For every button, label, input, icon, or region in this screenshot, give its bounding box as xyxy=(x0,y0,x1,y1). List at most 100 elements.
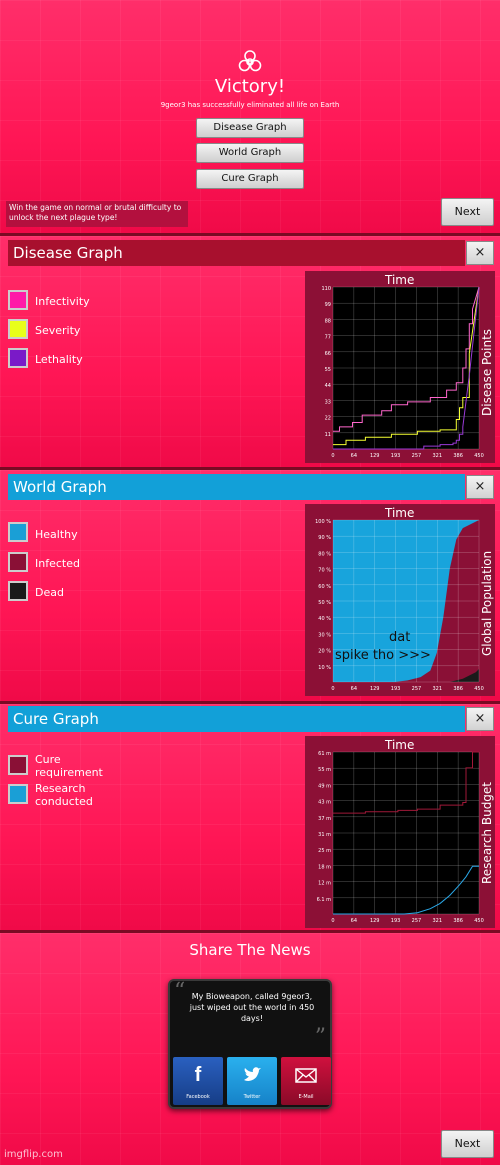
y-tick-label: 6.1 m xyxy=(317,897,332,903)
unlock-message: Win the game on normal or brutal difficu… xyxy=(6,201,188,227)
share-title: Share The News xyxy=(189,941,311,959)
y-tick-label: 30 % xyxy=(318,632,331,638)
close-button[interactable]: × xyxy=(466,707,494,731)
envelope-icon xyxy=(295,1068,317,1087)
world-graph-button[interactable]: World Graph xyxy=(196,143,304,163)
open-quote-icon: “ xyxy=(174,979,186,1004)
facebook-label: Facebook xyxy=(186,1094,210,1100)
legend-label-cure-requirement: Cure requirement xyxy=(35,753,103,779)
y-tick-label: 18 m xyxy=(318,864,331,870)
x-tick-label: 129 xyxy=(370,686,380,692)
victory-panel: Victory! 9geor3 has successfully elimina… xyxy=(0,0,500,233)
y-tick-label: 43 m xyxy=(318,800,331,806)
y-tick-label: 88 xyxy=(325,318,331,324)
biohazard-icon xyxy=(237,50,263,74)
x-tick-label: 386 xyxy=(453,686,463,692)
close-button[interactable]: × xyxy=(466,475,494,499)
twitter-button[interactable]: Twitter xyxy=(227,1057,277,1105)
x-tick-label: 321 xyxy=(433,918,443,924)
chart-title: Time xyxy=(385,273,415,287)
cure-requirement-swatch xyxy=(8,755,28,775)
disease-graph-title: Disease Graph xyxy=(8,240,465,266)
x-tick-label: 386 xyxy=(453,918,463,924)
series-line-lethality xyxy=(333,286,480,450)
legend-label-infectivity: Infectivity xyxy=(35,295,90,308)
chart-title: Time xyxy=(385,506,415,520)
world-chart-box: Time 100 % 90 % 80 % 70 % 60 % 50 % 40 % 30 % 20… xyxy=(305,504,495,696)
series-line-severity xyxy=(333,286,480,446)
cure-graph-button[interactable]: Cure Graph xyxy=(196,169,304,189)
y-axis-title: Disease Points xyxy=(480,328,494,416)
y-tick-label: 77 xyxy=(325,335,331,341)
x-tick-label: 64 xyxy=(351,918,357,924)
divider xyxy=(0,701,500,704)
disease-graph-panel: Disease Graph × Infectivity Severity Let… xyxy=(0,236,500,467)
y-tick-label: 49 m xyxy=(318,783,331,789)
share-card: “ My Bioweapon, called 9geor3, just wipe… xyxy=(168,979,332,1109)
legend-label-dead: Dead xyxy=(35,586,64,599)
divider xyxy=(0,233,500,236)
facebook-button[interactable]: f Facebook xyxy=(173,1057,223,1105)
dead-swatch xyxy=(8,581,28,601)
severity-swatch xyxy=(8,319,28,339)
legend-label-infected: Infected xyxy=(35,557,80,570)
y-tick-label: 55 xyxy=(325,367,331,373)
y-tick-label: 25 m xyxy=(318,848,331,854)
twitter-label: Twitter xyxy=(243,1094,261,1100)
y-tick-label: 61 m xyxy=(318,751,331,757)
legend-label-research-conducted: Research conducted xyxy=(35,782,93,808)
x-tick-label: 450 xyxy=(474,686,484,692)
annotation-line-1: dat xyxy=(389,630,411,645)
legend-label-healthy: Healthy xyxy=(35,528,78,541)
infectivity-swatch xyxy=(8,290,28,310)
close-button[interactable]: × xyxy=(466,241,494,265)
y-tick-label: 55 m xyxy=(318,767,331,773)
y-tick-label: 20 % xyxy=(318,649,331,655)
y-tick-label: 10 % xyxy=(318,665,331,671)
y-tick-label: 110 xyxy=(321,286,331,292)
y-tick-label: 44 xyxy=(325,383,331,389)
y-tick-label: 99 xyxy=(325,302,331,308)
x-tick-label: 64 xyxy=(351,686,357,692)
cure-graph-title: Cure Graph xyxy=(8,706,465,732)
series-line-research-conducted xyxy=(333,865,479,915)
x-tick-label: 129 xyxy=(370,453,380,459)
area-dead xyxy=(333,669,479,682)
y-axis-title: Research Budget xyxy=(480,781,494,884)
y-tick-label: 40 % xyxy=(318,616,331,622)
cure-chart-box: Time 61 m 55 m 49 m 43 m 37 m 31 m 25 m 18 m 12 … xyxy=(305,736,495,928)
legend-label-severity: Severity xyxy=(35,324,81,337)
x-tick-label: 64 xyxy=(351,453,357,459)
x-tick-label: 193 xyxy=(391,453,401,459)
x-tick-label: 129 xyxy=(370,918,380,924)
x-tick-label: 450 xyxy=(474,453,484,459)
world-graph-title: World Graph xyxy=(8,474,465,500)
y-tick-label: 100 % xyxy=(315,519,331,525)
y-tick-label: 70 % xyxy=(318,568,331,574)
disease-graph-button[interactable]: Disease Graph xyxy=(196,118,304,138)
imgflip-watermark: imgflip.com xyxy=(4,1149,63,1160)
research-conducted-swatch xyxy=(8,784,28,804)
y-tick-label: 37 m xyxy=(318,816,331,822)
divider xyxy=(0,930,500,933)
disease-chart-box: Time 110 99 88 77 66 55 44 33 22 11 0 64 129 193 257 32… xyxy=(305,271,495,463)
y-axis-title: Global Population xyxy=(480,550,494,656)
legend-label-lethality: Lethality xyxy=(35,353,83,366)
share-message: My Bioweapon, called 9geor3, just wiped … xyxy=(189,992,315,1023)
chart-title: Time xyxy=(385,738,415,752)
y-tick-label: 12 m xyxy=(318,881,331,887)
next-button[interactable]: Next xyxy=(441,198,494,226)
next-button[interactable]: Next xyxy=(441,1130,494,1158)
y-tick-label: 50 % xyxy=(318,600,331,606)
plot-area xyxy=(333,752,479,914)
share-panel: Share The News “ My Bioweapon, called 9g… xyxy=(0,933,500,1165)
healthy-swatch xyxy=(8,522,28,542)
x-tick-label: 0 xyxy=(331,686,334,692)
world-chart: 100 % 90 % 80 % 70 % 60 % 50 % 40 % 30 % 20 % 10 … xyxy=(315,519,484,692)
infected-swatch xyxy=(8,552,28,572)
email-label: E-Mail xyxy=(298,1094,314,1100)
x-tick-label: 386 xyxy=(453,453,463,459)
email-button[interactable]: E-Mail xyxy=(281,1057,331,1105)
x-tick-label: 257 xyxy=(412,686,422,692)
